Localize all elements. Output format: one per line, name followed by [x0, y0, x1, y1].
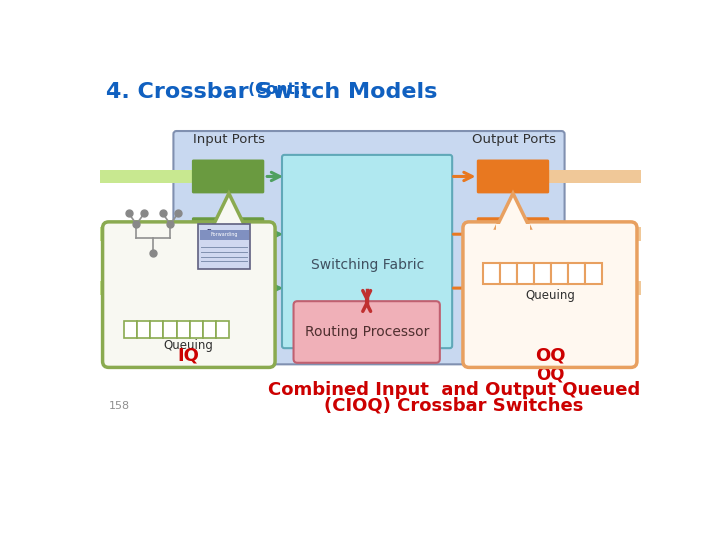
- Bar: [99, 227, 192, 241]
- Bar: [500, 262, 517, 284]
- Text: Switching Fabric: Switching Fabric: [311, 258, 424, 272]
- Polygon shape: [212, 193, 246, 228]
- Bar: [585, 262, 601, 284]
- Bar: [517, 262, 534, 284]
- FancyBboxPatch shape: [102, 222, 275, 367]
- Text: Queuing: Queuing: [163, 339, 213, 353]
- Bar: [124, 321, 138, 338]
- FancyBboxPatch shape: [198, 224, 251, 269]
- Polygon shape: [496, 193, 530, 228]
- Text: 158: 158: [109, 401, 130, 411]
- FancyBboxPatch shape: [192, 271, 264, 305]
- Bar: [549, 281, 641, 295]
- Bar: [212, 224, 246, 232]
- Bar: [549, 227, 641, 241]
- Text: Queuing: Queuing: [525, 289, 575, 302]
- Bar: [567, 262, 585, 284]
- Text: IQ: IQ: [177, 346, 199, 364]
- FancyBboxPatch shape: [192, 159, 264, 193]
- Bar: [150, 321, 163, 338]
- Bar: [216, 321, 229, 338]
- Bar: [163, 321, 176, 338]
- Bar: [483, 262, 500, 284]
- Text: Combined Input  and Output Queued: Combined Input and Output Queued: [268, 381, 640, 399]
- FancyBboxPatch shape: [174, 131, 564, 364]
- Bar: [99, 281, 192, 295]
- FancyBboxPatch shape: [463, 222, 637, 367]
- Bar: [534, 262, 551, 284]
- Text: Routing Processor: Routing Processor: [305, 325, 429, 339]
- Bar: [176, 321, 189, 338]
- Text: OQ: OQ: [535, 346, 565, 364]
- Bar: [189, 321, 203, 338]
- FancyBboxPatch shape: [477, 217, 549, 251]
- Text: 4. Crossbar Switch Models: 4. Crossbar Switch Models: [106, 82, 437, 102]
- Text: Output Ports: Output Ports: [472, 133, 556, 146]
- Bar: [138, 321, 150, 338]
- FancyBboxPatch shape: [282, 155, 452, 348]
- Text: (CIOQ) Crossbar Switches: (CIOQ) Crossbar Switches: [324, 397, 583, 415]
- Bar: [551, 262, 567, 284]
- FancyBboxPatch shape: [192, 217, 264, 251]
- Bar: [199, 231, 249, 240]
- Bar: [496, 224, 530, 232]
- FancyBboxPatch shape: [477, 159, 549, 193]
- Text: Processor: Processor: [207, 229, 242, 234]
- Text: (Cont.): (Cont.): [243, 82, 307, 97]
- Bar: [203, 321, 216, 338]
- Text: Input Ports: Input Ports: [193, 133, 265, 146]
- FancyBboxPatch shape: [294, 301, 440, 363]
- Bar: [99, 170, 192, 184]
- Bar: [549, 170, 641, 184]
- Text: OQ: OQ: [536, 366, 564, 383]
- FancyBboxPatch shape: [477, 271, 549, 305]
- Text: Forwarding: Forwarding: [210, 232, 238, 238]
